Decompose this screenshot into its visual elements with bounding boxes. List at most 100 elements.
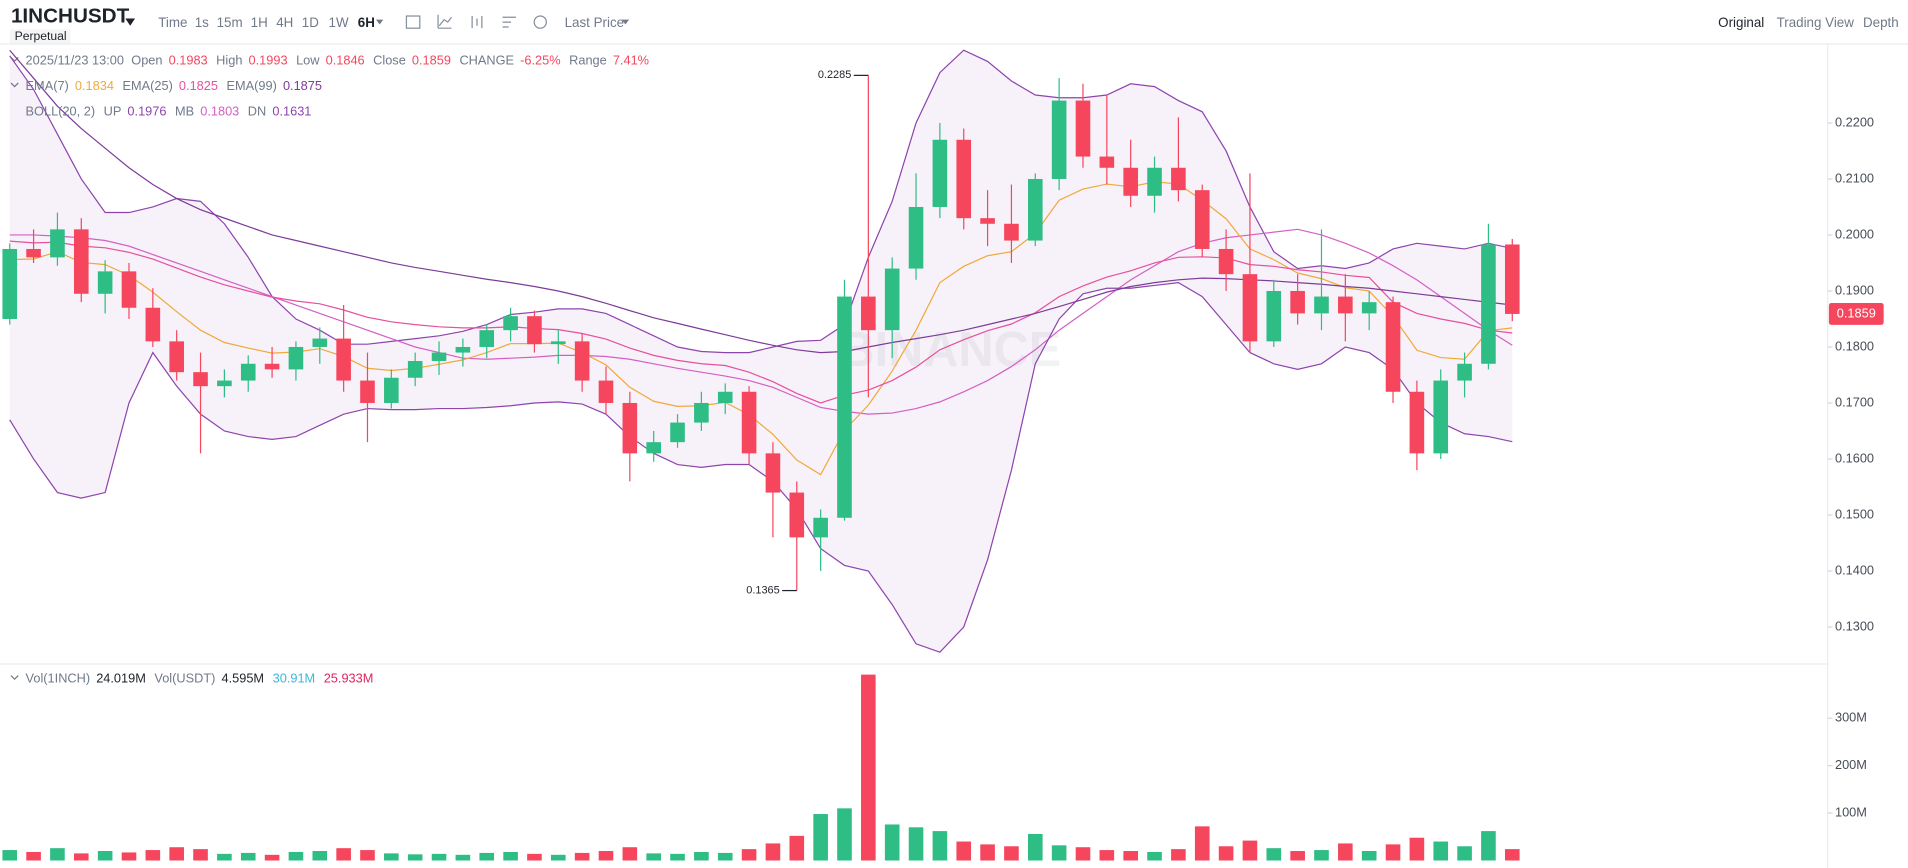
- candle-body: [1242, 274, 1258, 342]
- candle-body: [169, 341, 184, 373]
- volume-bar: [861, 674, 876, 861]
- y-tick-label: 0.1300: [1835, 618, 1874, 633]
- last-price-tag: [1828, 302, 1884, 325]
- y-tick-label: 0.1600: [1835, 450, 1874, 465]
- legend-toggle[interactable]: [10, 82, 19, 88]
- volume-bar: [1242, 840, 1258, 861]
- volume-bar: [765, 843, 781, 861]
- chart-type-icon[interactable]: [471, 16, 483, 29]
- volume-bar: [217, 853, 232, 861]
- candle-body: [240, 363, 256, 381]
- boll-line: [9, 228, 1513, 415]
- legend-label: Vol(USDT): [154, 671, 215, 686]
- volume-bar: [1481, 831, 1496, 861]
- volume-bar: [789, 835, 805, 861]
- replay-icon[interactable]: [533, 15, 547, 29]
- volume-tick-label: 200M: [1835, 757, 1867, 772]
- candle-body: [73, 229, 89, 294]
- candle-body: [861, 296, 876, 331]
- volume-bar: [264, 854, 280, 861]
- ema-line: [9, 240, 1513, 404]
- legend-value: 0.1859: [412, 52, 451, 67]
- view-tab[interactable]: Trading View: [1777, 15, 1855, 30]
- volume-bar: [193, 849, 208, 861]
- price-mode-dropdown[interactable]: [621, 19, 630, 25]
- legend-value: 0.1631: [272, 104, 311, 119]
- contract-badge: [9, 29, 71, 45]
- volume-bar: [1314, 850, 1329, 861]
- legend-label: CHANGE: [459, 52, 514, 67]
- calendar-icon[interactable]: [405, 15, 421, 29]
- legend-label: DN: [248, 104, 266, 119]
- y-tick-label: 0.2200: [1835, 114, 1874, 129]
- interval-dropdown[interactable]: [376, 19, 384, 25]
- interval-option[interactable]: 1H: [251, 15, 268, 30]
- symbol[interactable]: 1INCHUSDT: [11, 5, 130, 28]
- interval-option[interactable]: 1D: [302, 15, 319, 30]
- candle-body: [980, 218, 995, 224]
- legend-value: 0.1875: [283, 78, 322, 93]
- volume-bar: [288, 851, 304, 861]
- indicator-icon[interactable]: [437, 14, 452, 29]
- interval-bar: Time 1s 15m 1H 4H 1D 1W 6H: [158, 15, 375, 30]
- volume-bar: [980, 844, 995, 861]
- interval-option[interactable]: 4H: [276, 15, 293, 30]
- candle-body: [1171, 167, 1186, 191]
- y-tick-label: 0.1700: [1835, 394, 1874, 409]
- volume-tick-label: 300M: [1835, 710, 1867, 725]
- ema-line: [9, 181, 1513, 476]
- settings-icon[interactable]: [502, 16, 516, 28]
- candle-body: [1338, 296, 1353, 314]
- candle-body: [1123, 167, 1138, 196]
- volume-bar: [1266, 848, 1282, 861]
- volume-bar: [1504, 849, 1520, 861]
- legend-label: BOLL(20, 2): [26, 104, 96, 119]
- candle-body: [431, 352, 447, 361]
- interval-option[interactable]: 1s: [195, 15, 209, 30]
- volume-bar: [1027, 833, 1043, 861]
- candle-body: [1290, 290, 1305, 314]
- volume-bar: [1433, 841, 1449, 861]
- volume-bar: [1051, 845, 1067, 861]
- interval-option[interactable]: 6H: [358, 15, 375, 30]
- legend-label: EMA(25): [122, 78, 172, 93]
- candle-body: [1099, 156, 1115, 168]
- candle-body: [837, 296, 852, 518]
- legend-toggle[interactable]: [10, 675, 19, 681]
- y-tick-label: 0.1500: [1835, 506, 1874, 521]
- candle-body: [503, 316, 518, 331]
- interval-option[interactable]: Time: [158, 15, 187, 30]
- candle-body: [1147, 167, 1162, 196]
- volume-bar: [646, 853, 661, 861]
- volume-bar: [1147, 851, 1162, 861]
- view-tab[interactable]: Depth: [1863, 15, 1899, 30]
- volume-bar: [1338, 843, 1353, 861]
- legend-label: Close: [373, 52, 406, 67]
- volume-bar: [360, 850, 375, 861]
- view-tab[interactable]: Original: [1718, 15, 1764, 30]
- interval-option[interactable]: 15m: [217, 15, 243, 30]
- candle-body: [1481, 244, 1496, 364]
- candle-body: [1004, 223, 1019, 241]
- volume-bar: [527, 853, 542, 861]
- symbol-dropdown[interactable]: [125, 18, 136, 26]
- candle-body: [765, 453, 781, 493]
- legend-value: 0.1846: [326, 52, 365, 67]
- candle-body: [1075, 100, 1091, 157]
- volume-bar: [694, 851, 709, 861]
- volume-bar: [312, 851, 328, 861]
- candle-body: [1433, 380, 1449, 454]
- candle-body: [789, 492, 805, 538]
- interval-option[interactable]: 1W: [329, 15, 349, 30]
- boll-line: [9, 49, 1513, 354]
- candle-body: [1504, 244, 1520, 314]
- candle-body: [956, 139, 972, 219]
- candle-body: [550, 341, 566, 345]
- price-mode[interactable]: Last Price: [565, 15, 624, 30]
- watermark: BINANCE: [840, 323, 1062, 377]
- candle-body: [455, 346, 471, 353]
- candle-body: [598, 380, 614, 403]
- volume-bar: [240, 852, 256, 861]
- legend-label: Vol(1INCH): [26, 671, 91, 686]
